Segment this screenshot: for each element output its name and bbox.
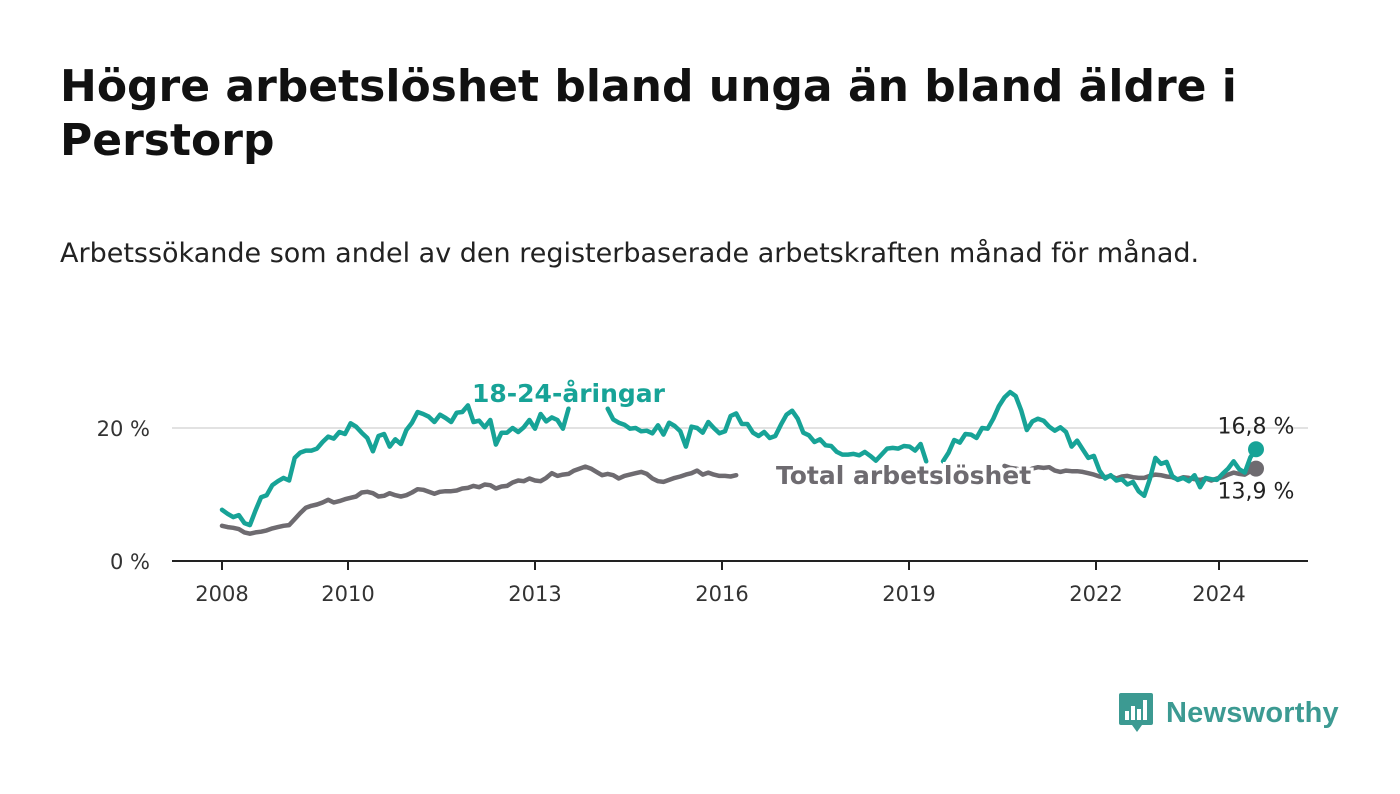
y-tick-label-0: 0 % xyxy=(110,550,150,574)
series-label-youth: 18-24-åringar xyxy=(472,379,666,408)
chart-title: Högre arbetslöshet bland unga än bland ä… xyxy=(60,61,1237,166)
x-tick-label-2019: 2019 xyxy=(882,582,935,606)
newsworthy-logo[interactable]: Newsworthy xyxy=(1118,690,1339,736)
end-point-youth xyxy=(1248,441,1264,458)
y-tick-label-20: 20 % xyxy=(97,417,150,441)
end-label-total: 13,9 % xyxy=(1218,480,1295,505)
x-tick-label-2024: 2024 xyxy=(1192,582,1245,606)
series-lines xyxy=(219,389,1264,536)
newsworthy-logo-icon xyxy=(1118,691,1154,735)
series-labels: 18-24-åringar Total arbetslöshet 16,8 % 13,… xyxy=(472,379,1294,505)
brand-name: Newsworthy xyxy=(1166,696,1339,729)
x-tick-label-2016: 2016 xyxy=(695,582,748,606)
x-tick-label-2022: 2022 xyxy=(1069,582,1122,606)
chart-subtitle: Arbetssökande som andel av den registerb… xyxy=(60,238,1200,269)
x-tick-label-2013: 2013 xyxy=(508,582,561,606)
end-label-youth: 16,8 % xyxy=(1218,414,1295,439)
x-tick-label-2008: 2008 xyxy=(195,582,248,606)
gridlines: 0 % 20 % xyxy=(97,417,1308,574)
x-tick-label-2010: 2010 xyxy=(321,582,374,606)
series-label-total: Total arbetslöshet xyxy=(776,461,1031,490)
end-point-total xyxy=(1248,460,1264,477)
x-axis: 2008 2010 2013 2016 2019 2022 2024 xyxy=(172,560,1308,606)
series-line-youth xyxy=(219,389,1259,528)
